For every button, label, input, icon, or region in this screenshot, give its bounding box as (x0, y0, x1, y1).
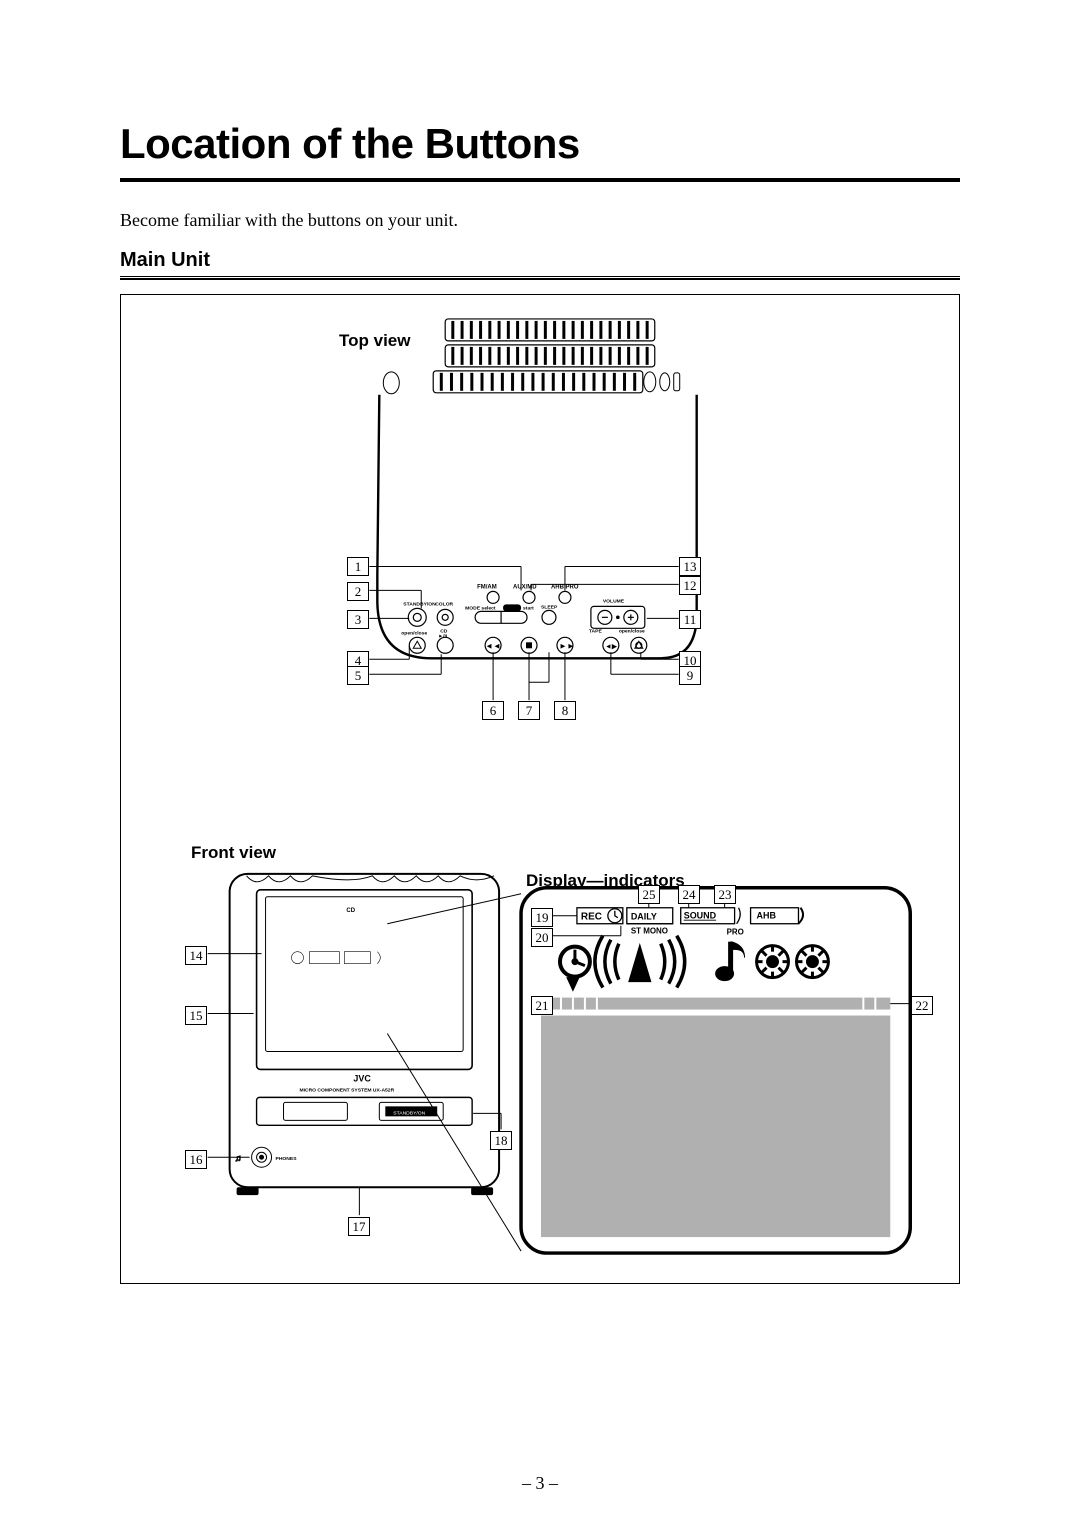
callout: 22 (911, 996, 933, 1015)
svg-text:DAILY: DAILY (631, 912, 657, 922)
callout: 24 (678, 885, 700, 904)
callout: 20 (531, 928, 553, 947)
callout: 2 (347, 582, 369, 601)
callout: 18 (490, 1131, 512, 1150)
svg-text:REC: REC (581, 912, 602, 923)
callout: 23 (714, 885, 736, 904)
svg-text:CD: CD (346, 908, 355, 914)
callout: 9 (679, 666, 701, 685)
svg-text:TAPE: TAPE (589, 628, 603, 634)
svg-text:JVC: JVC (353, 1073, 371, 1083)
svg-text:COLOR: COLOR (435, 601, 453, 607)
section-rule (120, 276, 960, 280)
svg-text:ST MONO: ST MONO (631, 927, 668, 936)
callout: 8 (554, 701, 576, 720)
callout: 14 (185, 946, 207, 965)
intro-text: Become familiar with the buttons on your… (120, 210, 960, 231)
svg-text:PHONES: PHONES (276, 1156, 298, 1162)
page-number: – 3 – (0, 1473, 1080, 1494)
svg-text:open/close: open/close (401, 630, 427, 636)
svg-text:◄▶: ◄▶ (605, 643, 618, 650)
title-rule (120, 178, 960, 182)
svg-text:AUX/MD: AUX/MD (513, 584, 537, 590)
svg-text:VOLUME: VOLUME (603, 598, 625, 604)
callout: 5 (347, 666, 369, 685)
svg-text:REC: REC (505, 606, 516, 612)
svg-text:AHB: AHB (757, 911, 777, 921)
diagram-container: Top view Front view Display—indicators (120, 294, 960, 1284)
callout: 13 (679, 557, 701, 576)
callout: 7 (518, 701, 540, 720)
svg-text:►►: ►► (559, 641, 575, 650)
callout: 6 (482, 701, 504, 720)
svg-text:open/close: open/close (619, 628, 645, 634)
svg-text:FM/AM: FM/AM (477, 584, 497, 590)
callout: 25 (638, 885, 660, 904)
svg-text:SLEEP: SLEEP (541, 604, 558, 610)
callout: 21 (531, 996, 553, 1015)
callout: 15 (185, 1006, 207, 1025)
callout: 1 (347, 557, 369, 576)
svg-text:◄◄: ◄◄ (485, 641, 501, 650)
callout: 11 (679, 610, 701, 629)
svg-text:STANDBY/ON: STANDBY/ON (393, 1110, 425, 1116)
svg-text:SOUND: SOUND (684, 911, 717, 921)
diagram-svg: FM/AM AUX/MD AHB PRO STANDBY/ON COL (121, 295, 959, 1283)
svg-text:PRO: PRO (727, 928, 744, 937)
svg-text:STANDBY/ON: STANDBY/ON (403, 601, 436, 607)
callout: 3 (347, 610, 369, 629)
svg-text:MICRO COMPONENT SYSTEM UX-A5: MICRO COMPONENT SYSTEM UX-A52R (299, 1087, 394, 1093)
svg-text:♫: ♫ (235, 1153, 242, 1163)
svg-text:start: start (523, 605, 534, 611)
svg-text:►/II: ►/II (438, 633, 448, 639)
svg-text:MODE select: MODE select (465, 605, 496, 611)
callout: 12 (679, 576, 701, 595)
callout: 17 (348, 1217, 370, 1236)
callout: 19 (531, 908, 553, 927)
page-title: Location of the Buttons (120, 120, 960, 168)
section-heading: Main Unit (120, 249, 960, 272)
callout: 16 (185, 1150, 207, 1169)
